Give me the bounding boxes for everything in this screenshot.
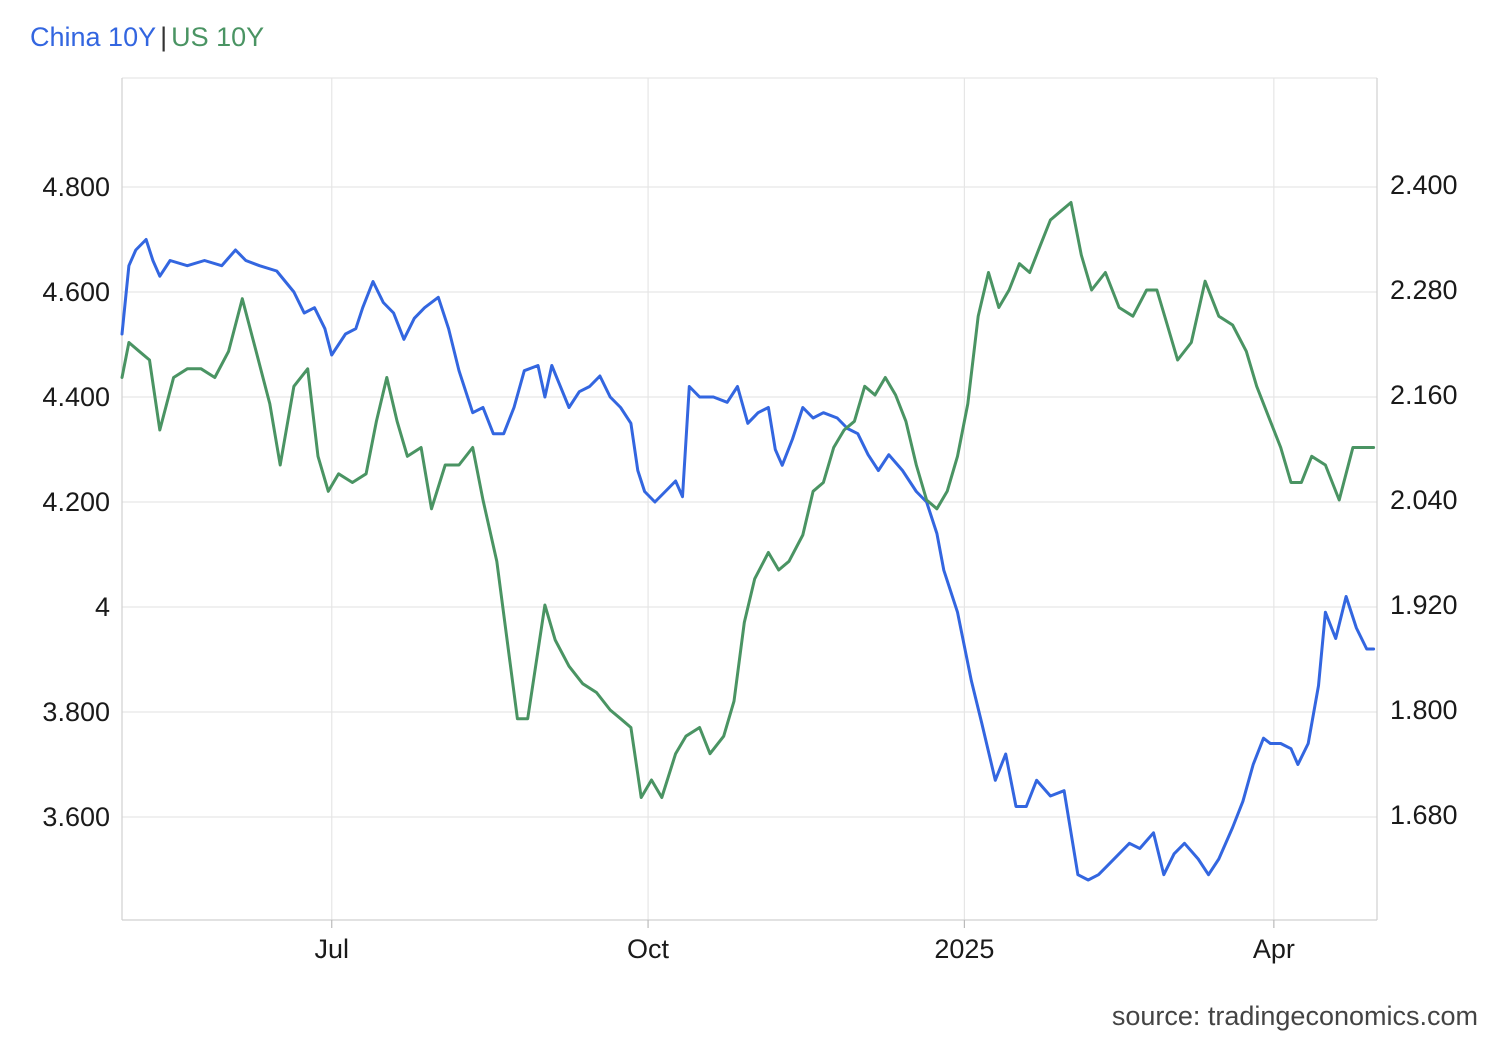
x-tick-label: 2025 <box>934 934 994 964</box>
legend-separator: | <box>160 22 168 52</box>
y-right-tick-label: 2.040 <box>1390 485 1458 515</box>
y-right-tick-label: 1.680 <box>1390 800 1458 830</box>
y-left-tick-label: 4 <box>95 592 110 622</box>
x-tick-label: Oct <box>627 934 670 964</box>
y-left-tick-label: 4.400 <box>42 382 110 412</box>
source-credit: source: tradingeconomics.com <box>1111 1001 1478 1031</box>
x-tick-label: Jul <box>314 934 349 964</box>
y-left-tick-label: 4.800 <box>42 172 110 202</box>
y-left-tick-label: 3.800 <box>42 697 110 727</box>
chart-legend: China 10Y | US 10Y <box>30 22 264 53</box>
y-left-tick-label: 4.600 <box>42 277 110 307</box>
y-right-tick-label: 1.800 <box>1390 695 1458 725</box>
legend-us[interactable]: US 10Y <box>171 22 265 52</box>
y-right-tick-label: 1.920 <box>1390 590 1458 620</box>
us-10y-line <box>120 201 1376 799</box>
y-left-tick-label: 3.600 <box>42 802 110 832</box>
y-right-tick-label: 2.160 <box>1390 380 1458 410</box>
legend-china[interactable]: China 10Y <box>30 22 157 52</box>
y-right-tick-label: 2.280 <box>1390 275 1458 305</box>
y-right-tick-label: 2.400 <box>1390 170 1458 200</box>
x-tick-label: Apr <box>1253 934 1295 964</box>
y-left-tick-label: 4.200 <box>42 487 110 517</box>
china-10y-line <box>120 238 1376 882</box>
